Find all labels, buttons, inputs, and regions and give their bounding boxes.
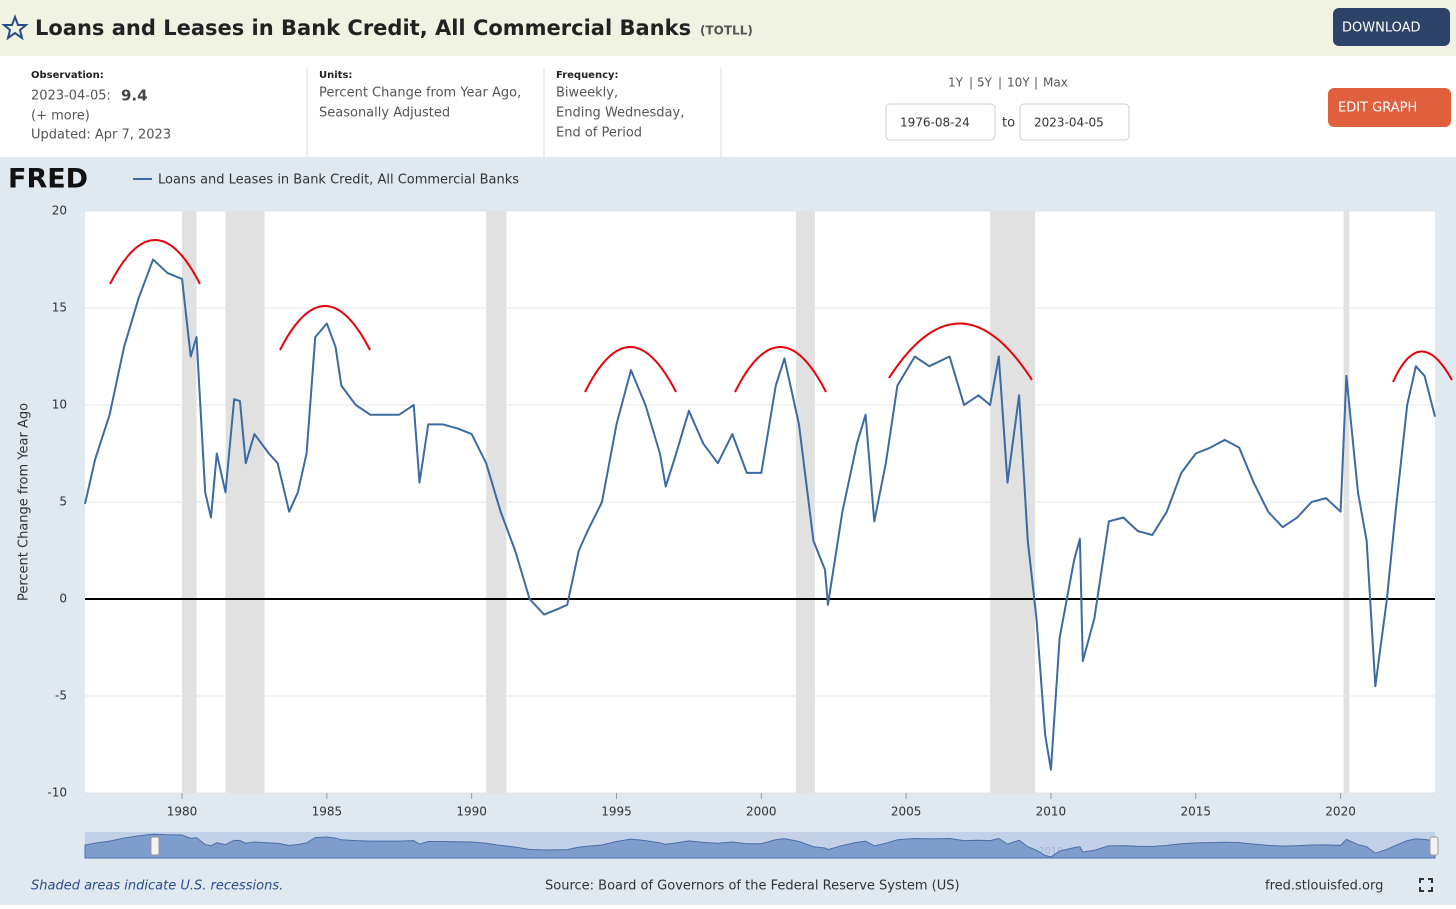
info-row xyxy=(0,56,1456,157)
recession-note: Shaded areas indicate U.S. recessions. xyxy=(31,879,283,894)
edit-graph-label: EDIT GRAPH xyxy=(1338,101,1417,116)
y-tick-label: 20 xyxy=(52,204,67,218)
range-button[interactable]: Max xyxy=(1043,76,1068,90)
x-tick-label: 2020 xyxy=(1325,805,1356,819)
start-date: 1976-08-24 xyxy=(900,116,970,130)
annotations xyxy=(109,239,1453,393)
site: fred.stlouisfed.org xyxy=(1265,879,1383,894)
legend-label: Loans and Leases in Bank Credit, All Com… xyxy=(158,173,519,188)
x-tick-label: 2015 xyxy=(1180,805,1211,819)
download-button[interactable] xyxy=(1333,8,1450,46)
end-date: 2023-04-05 xyxy=(1034,116,1104,130)
label: Frequency: xyxy=(556,70,619,81)
series-code: (TOTLL) xyxy=(700,24,753,38)
frequency: End of Period xyxy=(556,126,642,141)
to-label: to xyxy=(1002,116,1015,131)
obs-value: 9.4 xyxy=(121,87,148,105)
y-tick-label: -5 xyxy=(55,689,67,703)
arc xyxy=(1392,350,1453,383)
y-tick-label: 10 xyxy=(52,398,67,412)
range-button[interactable]: 1Y xyxy=(948,76,964,90)
arc xyxy=(888,322,1033,381)
x-tick-label: 1980 xyxy=(167,805,198,819)
edit-graph-button[interactable] xyxy=(1328,88,1451,127)
star-icon[interactable] xyxy=(1,14,29,41)
units: Percent Change from Year Ago, xyxy=(319,86,521,101)
fred-logo: FRED xyxy=(8,164,88,195)
frequency: Biweekly, xyxy=(556,86,618,101)
fullscreen-icon[interactable] xyxy=(1419,878,1433,892)
arc xyxy=(584,346,677,393)
x-tick-label: 1995 xyxy=(601,805,632,819)
y-tick-label: 0 xyxy=(59,592,67,606)
arc xyxy=(734,346,827,393)
navigator-label: 2010 xyxy=(1038,846,1063,857)
title-bar xyxy=(0,0,1456,56)
end-input[interactable] xyxy=(1019,103,1130,141)
arc xyxy=(109,239,201,285)
arc xyxy=(279,305,371,351)
x-tick-label: 1990 xyxy=(456,805,487,819)
units: Seasonally Adjusted xyxy=(319,106,450,121)
y-tick-label: -10 xyxy=(47,786,67,800)
y-tick-label: 5 xyxy=(59,495,67,509)
source: Source: Board of Governors of the Federa… xyxy=(545,879,960,894)
x-tick-label: 1985 xyxy=(312,805,343,819)
range-button[interactable]: 10Y xyxy=(1007,76,1030,90)
title: Loans and Leases in Bank Credit, All Com… xyxy=(35,16,691,40)
divider: | xyxy=(969,76,973,90)
updated: Updated: Apr 7, 2023 xyxy=(31,128,171,143)
y-axis-label: Percent Change from Year Ago xyxy=(17,403,32,601)
divider: | xyxy=(1034,76,1038,90)
download-label: DOWNLOAD xyxy=(1342,21,1421,36)
more-link[interactable]: (+ more) xyxy=(31,109,90,124)
divider: | xyxy=(998,76,1002,90)
frequency: Ending Wednesday, xyxy=(556,106,684,121)
navigator-handle xyxy=(1429,836,1439,856)
x-tick-label: 2000 xyxy=(746,805,777,819)
y-tick-label: 15 xyxy=(52,301,67,315)
start-input[interactable] xyxy=(885,103,996,141)
label: Units: xyxy=(319,70,352,81)
x-tick-label: 2010 xyxy=(1036,805,1067,819)
label: Observation: xyxy=(31,70,104,81)
navigator-handle xyxy=(150,836,160,856)
x-tick-label: 2005 xyxy=(891,805,922,819)
navigator-area xyxy=(84,833,1436,859)
data-line xyxy=(84,258,1436,771)
range-button[interactable]: 5Y xyxy=(977,76,993,90)
obs-date: 2023-04-05: xyxy=(31,89,111,104)
